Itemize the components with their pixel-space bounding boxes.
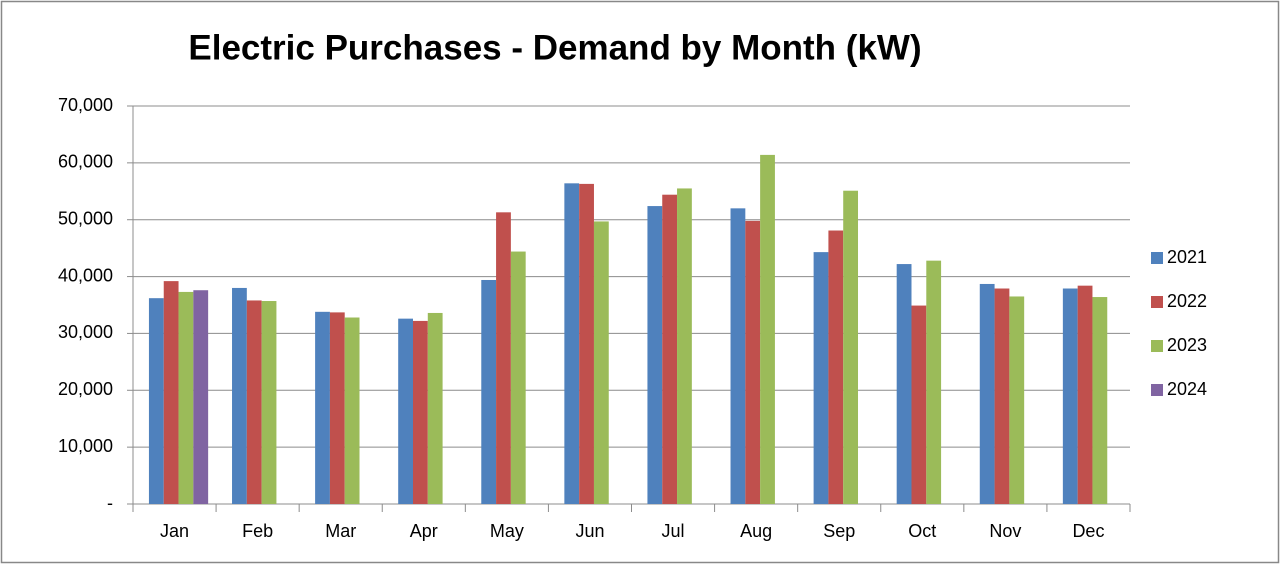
legend-swatch [1151,384,1163,396]
bar [315,311,330,504]
bar [427,312,443,504]
x-tick-label: May [490,521,524,541]
y-tick-label: 40,000 [58,265,113,285]
bar [828,230,844,504]
bar [979,283,995,504]
bar [1092,297,1108,504]
bar [730,208,746,505]
bar [261,301,277,504]
x-tick-label: Dec [1072,521,1104,541]
bar [843,190,859,504]
legend-label: 2022 [1167,291,1207,311]
bar [344,317,360,504]
y-tick-label: 70,000 [58,95,113,115]
bar [745,220,761,504]
bar [148,298,164,504]
bar [994,288,1010,504]
x-tick-label: Jul [662,521,685,541]
legend-swatch [1151,252,1163,264]
bar [760,154,775,504]
x-tick-label: Oct [908,521,936,541]
bar [163,281,179,504]
bar [896,264,912,504]
y-tick-label: 10,000 [58,436,113,456]
bar [178,291,194,504]
x-tick-label: Aug [740,521,772,541]
bar [911,305,927,504]
x-tick-label: Nov [989,521,1021,541]
bar [579,183,594,504]
bar [510,251,526,504]
bar [662,194,678,504]
bar [329,312,345,504]
y-tick-label: 60,000 [58,152,113,172]
bar [677,188,692,504]
bar [496,212,511,504]
bar [813,252,829,504]
legend-swatch [1151,296,1163,308]
bar [593,221,609,505]
bar [193,290,209,504]
x-tick-label: Feb [242,521,273,541]
legend-label: 2024 [1167,379,1207,399]
y-tick-label: - [107,493,113,513]
bar [232,287,247,504]
chart-title: Electric Purchases - Demand by Month (kW… [188,28,921,67]
y-tick-label: 30,000 [58,322,113,342]
bar [564,183,580,504]
bar [1077,285,1093,504]
x-tick-label: Sep [823,521,855,541]
legend-swatch [1151,340,1163,352]
bar [246,300,262,504]
x-tick-label: Apr [410,521,438,541]
x-tick-label: Jan [160,521,189,541]
y-tick-label: 50,000 [58,208,113,228]
legend-label: 2021 [1167,247,1207,267]
legend-label: 2023 [1167,335,1207,355]
y-tick-label: 20,000 [58,379,113,399]
bar [647,206,663,504]
bar [481,279,497,504]
bar [412,320,428,504]
x-tick-label: Jun [575,521,604,541]
bar [1062,288,1078,504]
bar [398,318,413,504]
bar [1009,296,1025,504]
x-tick-label: Mar [325,521,356,541]
bar [926,260,942,504]
